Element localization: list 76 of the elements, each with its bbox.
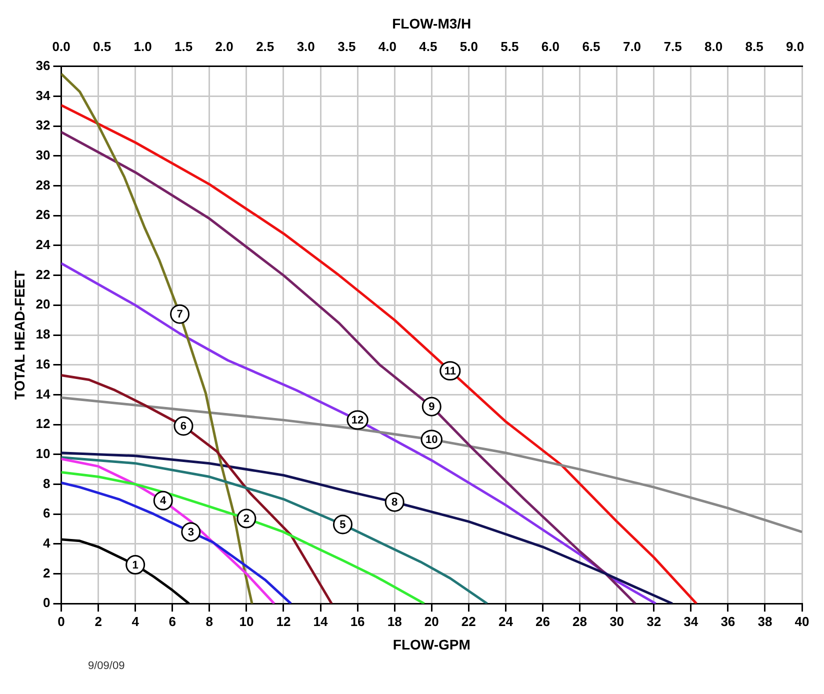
y-axis-title: TOTAL HEAD-FEET [11,270,28,400]
x2-tick-label: 6.0 [541,39,560,54]
y-tick-label: 26 [36,207,50,222]
y-tick-label: 2 [43,565,50,580]
series-label: 8 [392,496,398,509]
x2-tick-label: 5.5 [500,39,519,54]
series-label: 12 [351,414,364,427]
x2-tick-label: 3.5 [338,39,356,54]
y-tick-label: 36 [36,58,50,73]
x2-tick-label: 1.0 [134,39,152,54]
text: 9/09/09 [88,660,125,672]
point [126,555,146,575]
x-tick-label: 18 [387,614,402,629]
x-tick-label: 12 [276,614,291,629]
y-tick-label: 12 [36,416,50,432]
series-label: 4 [160,495,168,508]
y-tick-label: 16 [36,356,50,372]
x2-tick-label: 4.5 [419,39,438,54]
x2-tick-label: 2.5 [256,39,274,54]
x-tick-label: 8 [206,614,214,629]
y-tick-label: 4 [43,535,52,550]
x-tick-label: 14 [313,614,329,629]
x2-tick-label: 0.0 [52,39,70,54]
x-tick-label: 26 [536,614,550,629]
x-tick-label: 32 [646,614,662,629]
x-tick-label: 6 [168,614,176,629]
y-tick-label: 32 [36,118,50,133]
x2-tick-label: 0.5 [92,39,112,54]
x-tick-label: 30 [610,614,624,629]
x-tick-label: 40 [794,614,810,629]
y-tick-label: 14 [36,386,52,402]
x2-tick-label: 7.5 [664,39,682,54]
x2-tick-label: 8.0 [704,39,723,54]
series-label: 6 [180,420,187,433]
x2-tick-label: 7.0 [622,39,642,54]
x2-tick-label: 1.5 [174,39,193,54]
y-tick-label: 28 [36,177,50,192]
y-tick-label: 22 [36,266,50,282]
series-label: 10 [426,434,438,446]
y-tick-label: 18 [36,326,50,342]
series-label: 3 [188,526,194,539]
x-tick-label: 2 [94,614,102,629]
x2-tick-label: 5.0 [460,39,478,54]
x-tick-label: 4 [132,614,140,629]
x2-tick-label: 8.5 [745,39,764,54]
series-label: 2 [243,513,250,526]
x-tick-label: 38 [758,614,772,629]
y-tick-label: 34 [36,88,52,103]
x2-tick-label: 6.5 [582,39,600,54]
x2-tick-label: 3.0 [296,39,315,54]
y-tick-label: 8 [43,476,50,491]
series-label: 11 [444,365,456,378]
x2-tick-label: 9.0 [786,39,804,54]
x-tick-label: 24 [498,614,514,629]
x-tick-label: 16 [350,614,365,629]
x-tick-label: 34 [684,614,699,629]
y-tick-label: 30 [36,148,50,163]
x2-tick-label: 4.0 [378,39,396,54]
x-axis-title: FLOW-GPM [392,636,470,652]
series-label: 5 [340,519,346,532]
series-label: 9 [428,401,435,414]
x-tick-label: 0 [58,614,65,629]
y-tick-label: 24 [36,237,52,252]
y-tick-label: 0 [43,595,50,610]
x-tick-label: 10 [239,614,254,629]
y-tick-label: 6 [43,506,50,521]
x2-tick-label: 2.0 [215,39,234,54]
x-tick-label: 22 [461,614,476,629]
y-tick-label: 10 [36,446,50,461]
series-label: 1 [132,559,138,572]
x2-axis-title: FLOW-M3/H [392,15,472,32]
series-label: 7 [176,308,183,321]
x-tick-label: 20 [424,614,439,629]
x-tick-label: 28 [572,614,588,629]
x-tick-label: 36 [720,614,736,629]
y-tick-label: 20 [36,296,50,312]
